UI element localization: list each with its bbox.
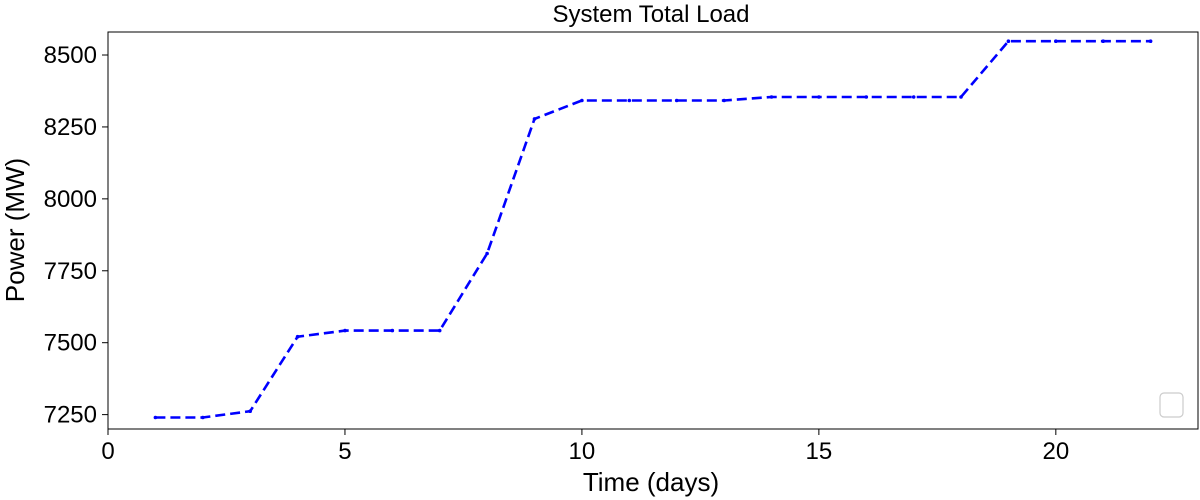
y-axis-ticks: 7250 7500 7750 8000 8250 8500: [44, 42, 108, 429]
y-tick-label: 7250: [44, 402, 97, 429]
series-layer: [153, 39, 1153, 420]
x-axis-label: Time (days): [583, 467, 719, 497]
data-point: [153, 415, 158, 420]
data-point: [343, 328, 347, 333]
data-point: [1101, 39, 1105, 43]
y-tick-label: 8500: [44, 42, 97, 69]
data-point: [674, 98, 679, 103]
legend-box: [1159, 392, 1184, 418]
data-point: [248, 409, 252, 414]
data-point: [201, 415, 205, 420]
x-tick-label: 15: [806, 438, 833, 465]
data-point: [864, 95, 869, 99]
series-line: [155, 39, 1151, 419]
chart-title: System Total Load: [552, 1, 749, 28]
data-point: [1054, 39, 1058, 43]
data-point: [911, 95, 916, 99]
y-tick-label: 8250: [44, 114, 97, 141]
x-tick-label: 20: [1042, 438, 1069, 465]
data-point: [532, 117, 537, 121]
plot-area: [107, 31, 1199, 430]
x-tick-label: 0: [101, 438, 114, 465]
x-axis-ticks: 0 5 10 15 20: [101, 429, 1069, 465]
data-point: [817, 95, 821, 99]
x-tick-label: 10: [569, 438, 596, 465]
y-axis-label: Power (MW): [0, 158, 30, 302]
y-tick-label: 7750: [44, 258, 97, 285]
data-point: [390, 328, 395, 333]
y-tick-label: 8000: [44, 186, 97, 213]
data-point: [769, 95, 774, 99]
data-point: [1148, 39, 1153, 43]
data-point: [959, 95, 963, 99]
data-point: [437, 328, 442, 333]
data-point: [1006, 39, 1011, 43]
x-tick-label: 5: [338, 438, 351, 465]
data-point: [722, 98, 726, 103]
data-point: [627, 98, 632, 103]
y-tick-label: 7500: [44, 330, 97, 357]
data-point: [485, 251, 489, 256]
data-point: [580, 98, 584, 103]
data-point: [295, 334, 300, 339]
